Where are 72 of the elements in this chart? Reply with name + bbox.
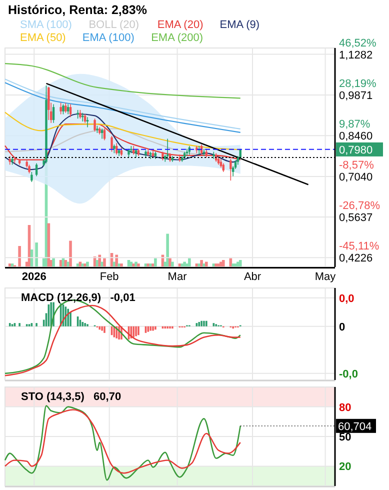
bar bbox=[200, 260, 203, 267]
candlestick bbox=[66, 104, 70, 115]
y2-tick-label: -8,57% bbox=[339, 160, 374, 172]
y-tick-label: 0,4226 bbox=[339, 252, 373, 265]
candlestick bbox=[103, 128, 106, 141]
candlestick bbox=[64, 102, 67, 114]
candlestick bbox=[94, 118, 96, 132]
line-series bbox=[4, 113, 241, 170]
bar bbox=[103, 258, 106, 267]
text: EMA (100) bbox=[82, 32, 134, 44]
candlestick bbox=[69, 104, 72, 118]
candlestick bbox=[166, 138, 169, 160]
text: EMA (9) bbox=[220, 19, 260, 31]
y-tick-label: 0,7040 bbox=[339, 172, 373, 184]
candlestick bbox=[110, 135, 113, 152]
chart-title: Histórico, Renta: 2,83% bbox=[8, 3, 147, 17]
y2-tick-label: 46,52% bbox=[339, 37, 377, 50]
bar bbox=[120, 264, 123, 267]
x-tick-label: Feb bbox=[100, 271, 119, 283]
y-tick-label: 0,0 bbox=[339, 292, 354, 305]
x-tick-label: May bbox=[314, 271, 336, 283]
candlestick bbox=[82, 112, 84, 122]
y-tick-label: 0,9871 bbox=[339, 90, 373, 102]
chart-title: MACD (12,26,9) -0,01 bbox=[21, 292, 136, 304]
candlestick bbox=[230, 158, 232, 181]
bar bbox=[154, 258, 157, 267]
ref-line-label: 0,7980 bbox=[339, 144, 373, 156]
bar bbox=[18, 246, 21, 267]
bar bbox=[188, 258, 191, 267]
text: EMA (20) bbox=[157, 19, 204, 31]
y-tick-label: 1,1282 bbox=[339, 49, 373, 62]
candlestick bbox=[52, 104, 55, 124]
candlestick bbox=[149, 151, 152, 160]
bar bbox=[222, 260, 225, 267]
y-tick-label: 50 bbox=[339, 432, 352, 444]
bar bbox=[52, 258, 55, 267]
text: EMA (50) bbox=[20, 32, 66, 44]
y-tick-label: 0,5637 bbox=[339, 212, 373, 224]
bar bbox=[238, 260, 242, 267]
text: EMA (200) bbox=[151, 32, 204, 44]
x-tick-label: Abr bbox=[244, 271, 262, 283]
bar bbox=[171, 262, 174, 267]
y2-tick-label: -26,78% bbox=[339, 200, 380, 212]
y2-tick-label: 9,87% bbox=[339, 118, 370, 131]
bar bbox=[137, 264, 140, 267]
chart-title: STO (14,3,5) 60,70 bbox=[21, 391, 122, 403]
x-tick-label: 2026 bbox=[22, 271, 46, 283]
candlestick bbox=[100, 128, 104, 140]
candlestick bbox=[186, 148, 188, 156]
bar bbox=[69, 240, 72, 267]
y-tick-label: 0 bbox=[339, 321, 346, 334]
bar bbox=[35, 242, 38, 267]
x-tick-label: Mar bbox=[168, 271, 188, 283]
candlestick bbox=[86, 116, 89, 128]
bar bbox=[204, 262, 208, 267]
candlestick bbox=[62, 104, 64, 115]
text: SMA (100) bbox=[20, 19, 72, 31]
candlestick bbox=[48, 86, 50, 120]
y2-tick-label: 28,19% bbox=[339, 78, 377, 90]
bar bbox=[166, 234, 169, 267]
line-series bbox=[4, 63, 241, 99]
candlestick bbox=[202, 148, 206, 156]
y2-tick-label: -45,11% bbox=[339, 240, 380, 253]
candlestick bbox=[30, 172, 33, 182]
bar bbox=[86, 262, 89, 267]
candlestick bbox=[60, 102, 62, 115]
annotation: 60,704 bbox=[338, 420, 372, 433]
y-tick-label: 0,8460 bbox=[339, 130, 373, 143]
candlestick bbox=[35, 162, 38, 177]
y-tick-label: 80 bbox=[339, 402, 352, 414]
y-tick-label: 20 bbox=[339, 461, 352, 474]
y-tick-label: -0,0 bbox=[339, 368, 358, 380]
